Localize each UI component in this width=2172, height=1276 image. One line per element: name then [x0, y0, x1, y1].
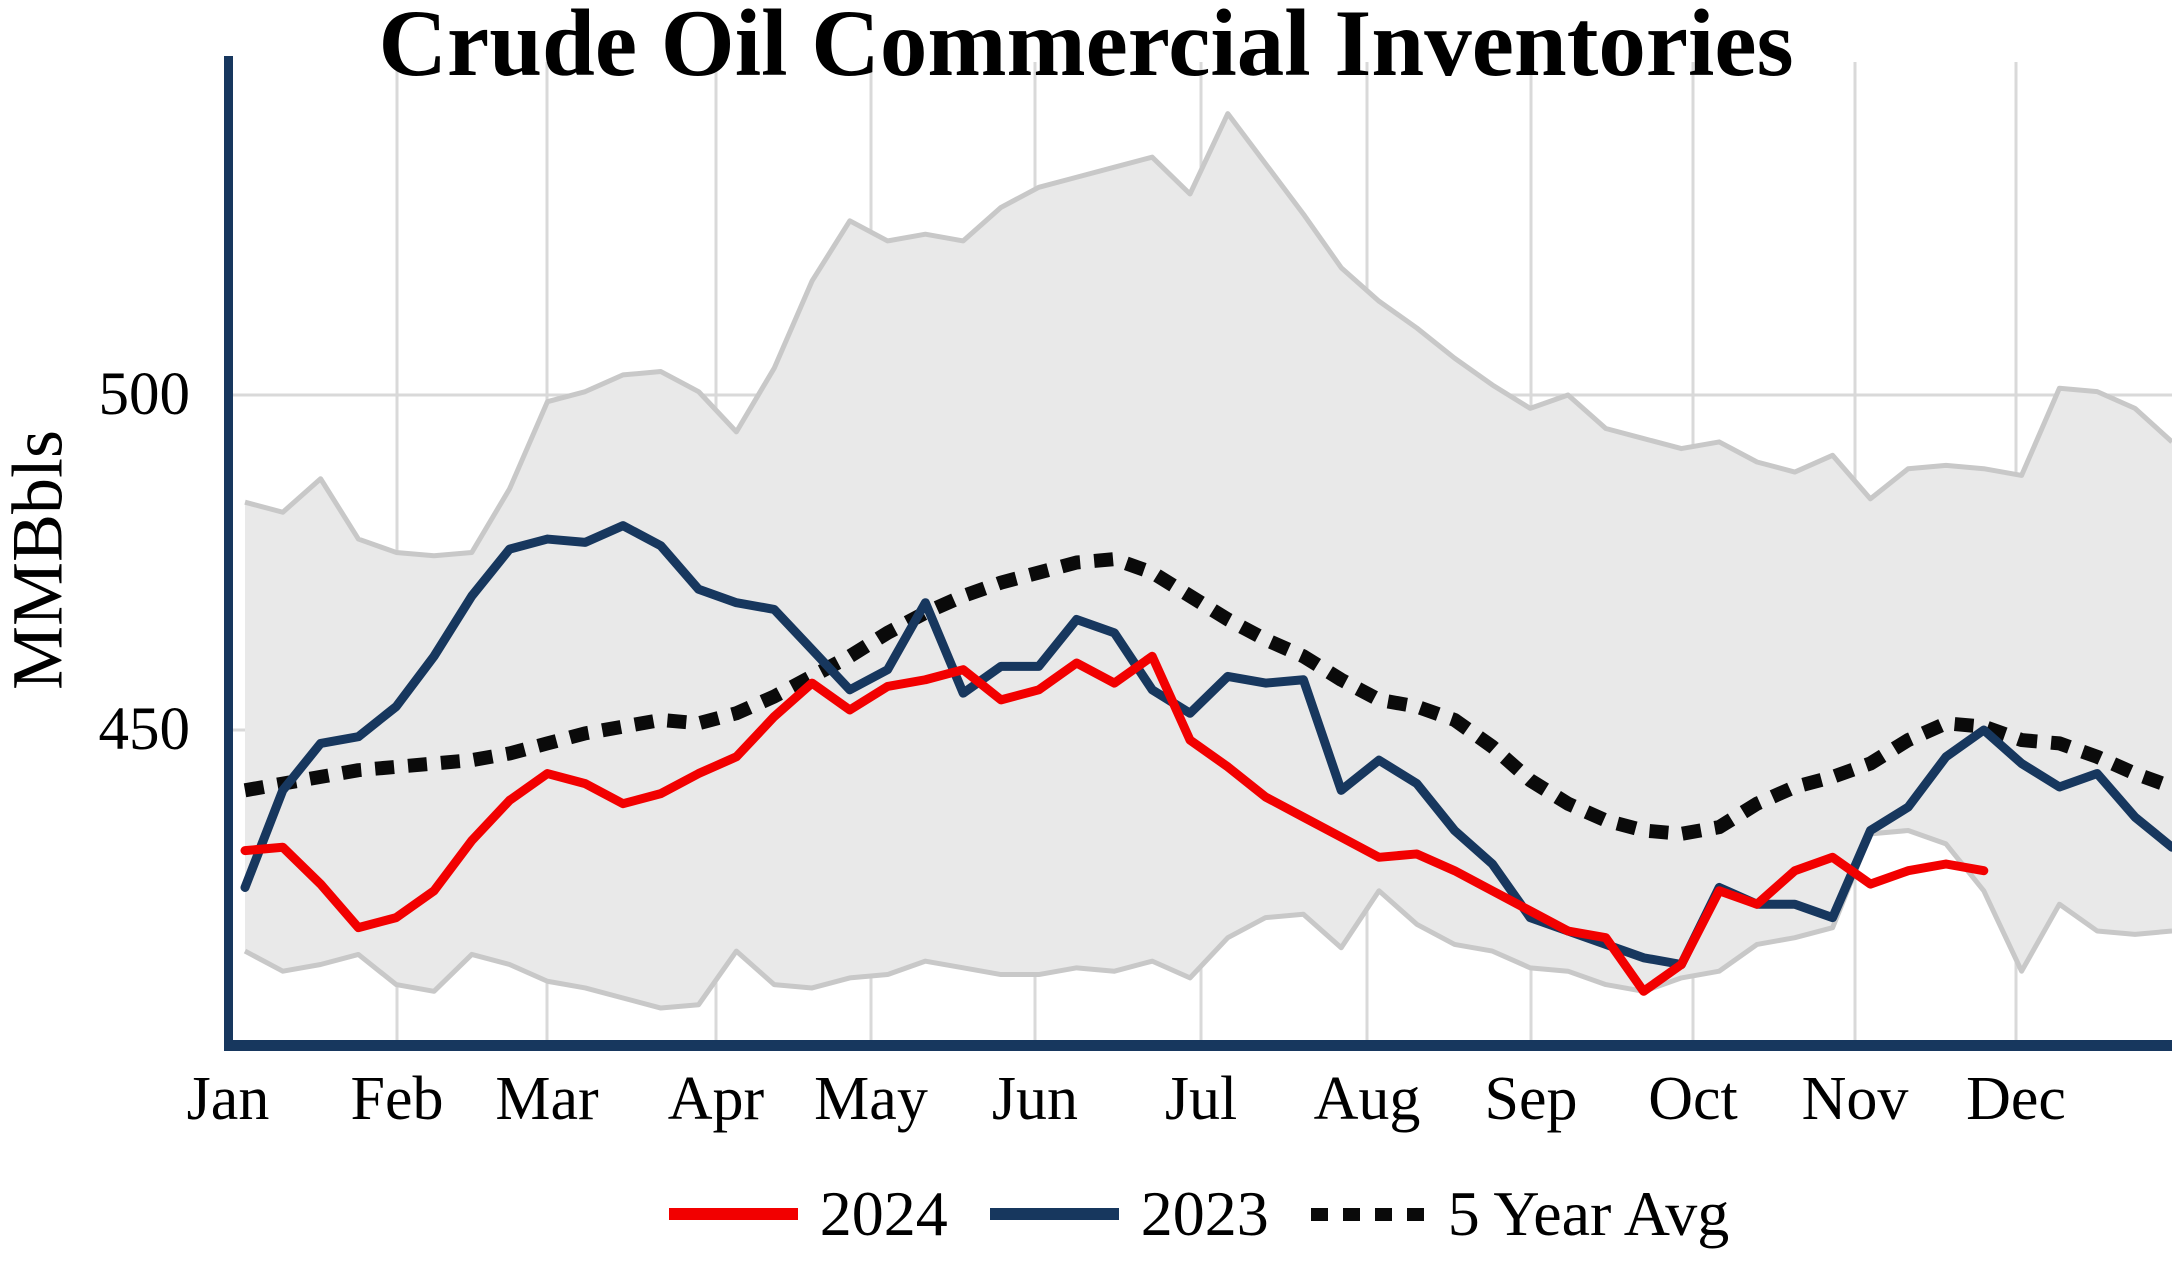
- x-tick-aug: Aug: [1313, 1065, 1421, 1133]
- x-tick-mar: Mar: [495, 1065, 599, 1133]
- legend-item-5-year-avg: 5 Year Avg: [1310, 1177, 1730, 1251]
- legend-item-2023: 2023: [989, 1177, 1269, 1251]
- legend-dashed-line-swatch: [1310, 1207, 1426, 1221]
- legend-line-swatch: [989, 1208, 1119, 1220]
- x-tick-jun: Jun: [991, 1065, 1079, 1133]
- five-year-range-band: [243, 111, 2172, 1011]
- x-tick-jul: Jul: [1164, 1065, 1238, 1133]
- series-line-2024: [240, 651, 1989, 996]
- series-lines: [240, 521, 2172, 996]
- legend-label: 5 Year Avg: [1447, 1178, 1730, 1249]
- x-axis-spine: [224, 1040, 2172, 1051]
- legend-line-swatch: [668, 1208, 798, 1220]
- x-tick-feb: Feb: [350, 1065, 444, 1133]
- y-tick-450: 450: [98, 696, 191, 763]
- band-max-edge: [244, 111, 2172, 559]
- y-axis-label-text: MMBbls: [0, 429, 78, 691]
- x-tick-may: May: [814, 1065, 928, 1133]
- y-tick-500: 500: [98, 361, 191, 428]
- x-tick-nov: Nov: [1801, 1065, 1909, 1133]
- x-tick-dec: Dec: [1966, 1065, 2066, 1133]
- chart-legend: 2024 2023 5 Year Avg: [226, 1172, 2172, 1256]
- x-tick-oct: Oct: [1648, 1065, 1738, 1133]
- legend-label: 2023: [1140, 1178, 1269, 1249]
- x-tick-sep: Sep: [1484, 1065, 1578, 1133]
- legend-label: 2024: [819, 1178, 948, 1249]
- legend-item-2024: 2024: [668, 1177, 948, 1251]
- y-axis-spine: [224, 56, 233, 1051]
- chart-title: Crude Oil Commercial Inventories: [378, 0, 1794, 96]
- band-fill: [245, 113, 2172, 1009]
- x-tick-jan: Jan: [186, 1065, 270, 1133]
- series-line-5-year-avg: [243, 552, 2172, 841]
- x-tick-apr: Apr: [667, 1065, 765, 1133]
